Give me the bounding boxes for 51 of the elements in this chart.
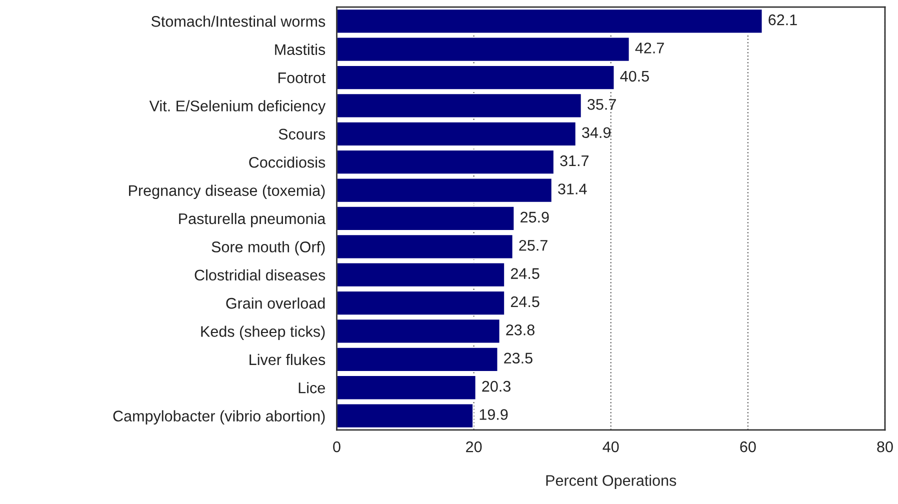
bar <box>336 206 515 232</box>
y-tick-label: Grain overload <box>226 298 325 309</box>
y-tick-label: Scours <box>278 128 326 140</box>
y-tick-label: Pasturella pneumonia <box>179 212 326 228</box>
bar <box>336 262 506 288</box>
y-tick-label: Coccidiosis <box>249 156 326 168</box>
y-tick-label: Pregnancy disease (toxemia) <box>129 184 325 199</box>
x-axis-title: Percent Operations <box>546 474 676 489</box>
data-label: 31.4 <box>558 184 587 194</box>
bar <box>336 64 615 90</box>
y-tick-label: Campylobacter (vibrio abortion) <box>113 410 325 425</box>
y-tick-label: Vit. E/Selenium deficiency <box>149 100 326 114</box>
data-label: 35.7 <box>588 99 616 110</box>
y-tick-label: Footrot <box>278 72 326 84</box>
y-tick-label: Clostridial diseases <box>194 269 326 281</box>
y-tick-label: Stomach/Intestinal worms <box>151 16 326 27</box>
x-tick-label: 60 <box>740 441 756 452</box>
x-tick-label: 20 <box>466 441 482 452</box>
data-label: 25.9 <box>520 212 549 223</box>
data-label: 24.5 <box>510 296 540 308</box>
bar <box>336 346 498 372</box>
y-tick-label: Sore mouth (Orf) <box>212 241 325 256</box>
y-tick-label: Keds (sheep ticks) <box>201 326 325 340</box>
data-label: 42.7 <box>635 42 664 54</box>
data-label: 19.9 <box>480 409 508 420</box>
data-label: 31.7 <box>560 155 589 166</box>
bar <box>336 318 500 344</box>
data-label: 23.5 <box>504 352 532 364</box>
bar <box>336 36 630 62</box>
bar <box>336 121 576 147</box>
x-tick-label: 80 <box>877 441 893 452</box>
x-tick-label: 0 <box>333 441 340 452</box>
bar <box>336 178 552 203</box>
y-tick-label: Mastitis <box>275 44 326 56</box>
bar <box>336 234 514 260</box>
data-label: 20.3 <box>482 380 510 392</box>
bar <box>336 290 506 316</box>
bar <box>336 93 582 118</box>
y-tick-label: Lice <box>298 382 325 394</box>
data-label: 24.5 <box>510 268 540 279</box>
y-tick-label: Liver flukes <box>250 354 326 366</box>
bar <box>336 374 476 400</box>
data-label: 25.7 <box>519 240 548 251</box>
x-tick-label: 40 <box>602 441 619 452</box>
bar <box>336 149 555 175</box>
data-label: 62.1 <box>768 14 797 26</box>
data-label: 23.8 <box>506 324 534 336</box>
data-label: 40.5 <box>620 70 649 82</box>
bar <box>336 8 763 34</box>
bar <box>336 403 474 428</box>
data-label: 34.9 <box>582 127 610 138</box>
